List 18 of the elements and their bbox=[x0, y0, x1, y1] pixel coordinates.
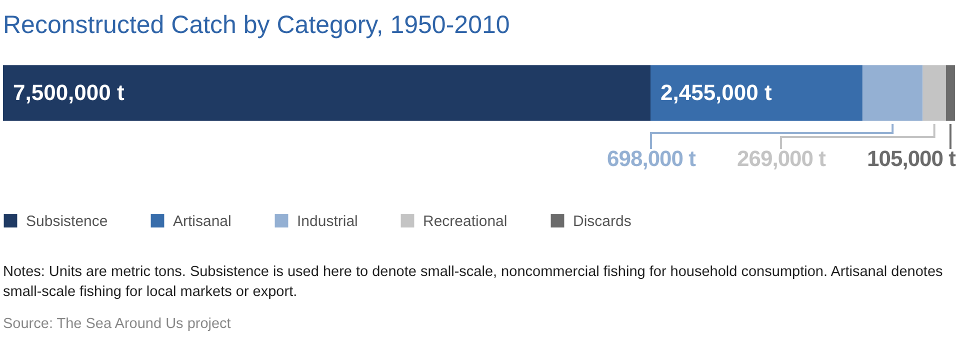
bar bbox=[3, 65, 650, 121]
legend-label: Discards bbox=[573, 212, 632, 230]
chart-title: Reconstructed Catch by Category, 1950-2010 bbox=[3, 11, 510, 39]
data-label: 269,000 t bbox=[737, 146, 826, 172]
data-label: 698,000 t bbox=[607, 146, 696, 172]
legend-label: Recreational bbox=[423, 212, 508, 230]
bar bbox=[922, 65, 946, 121]
text: Notes: Units are metric tons. Subsistence is used here to denote small-scale, noncommercial fishing for household consumption. Artisanal denotes small-scale fishing for local markets or export. bbox=[3, 263, 944, 302]
legend-label: Artisanal bbox=[173, 212, 232, 230]
data-label: 7,500,000 t bbox=[13, 80, 125, 105]
legend-label: Industrial bbox=[297, 212, 358, 230]
data-label: 2,455,000 t bbox=[660, 80, 772, 105]
bar bbox=[946, 65, 955, 121]
data-label: 105,000 t bbox=[867, 146, 956, 172]
source-note: Source: The Sea Around Us project bbox=[3, 315, 232, 334]
legend-label: Subsistence bbox=[26, 212, 108, 230]
bar bbox=[650, 65, 862, 121]
bar bbox=[862, 65, 923, 121]
